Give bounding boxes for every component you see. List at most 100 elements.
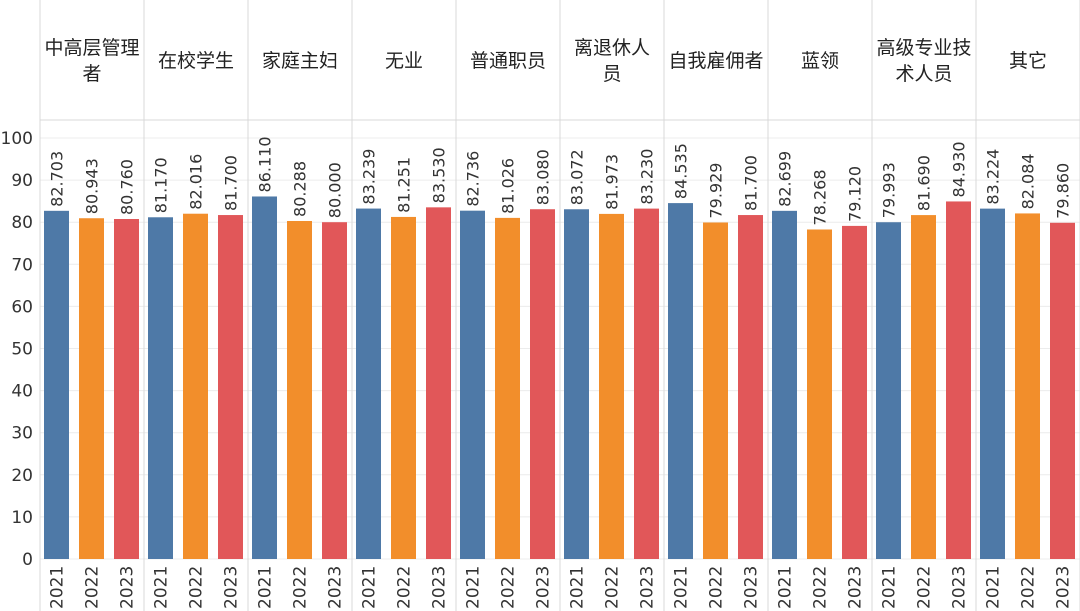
bar-value-label: 78.268 (811, 170, 830, 226)
bar-value-label: 82.736 (464, 151, 483, 207)
bar[interactable] (668, 203, 693, 559)
category-header-label: 离退休人 (574, 37, 650, 59)
y-tick-label: 50 (11, 340, 33, 360)
bar-value-label: 81.700 (222, 155, 241, 211)
x-year-label: 2023 (326, 566, 346, 609)
bar-value-label: 81.700 (742, 155, 761, 211)
x-year-label: 2022 (915, 566, 935, 609)
y-tick-label: 10 (11, 508, 33, 528)
y-tick-label: 90 (11, 171, 33, 191)
bar-value-label: 86.110 (256, 136, 275, 192)
x-year-label: 2022 (83, 566, 103, 609)
x-year-label: 2021 (984, 566, 1004, 609)
category-header-label: 员 (602, 63, 621, 85)
x-year-label: 2021 (256, 566, 276, 609)
x-year-label: 2023 (430, 566, 450, 609)
bar-value-label: 82.703 (48, 151, 67, 207)
bar[interactable] (44, 210, 69, 559)
x-year-label: 2022 (811, 566, 831, 609)
category-header-label: 术人员 (895, 63, 952, 85)
bar[interactable] (1015, 213, 1040, 559)
x-year-label: 2023 (222, 566, 242, 609)
category-header-label: 高级专业技 (876, 37, 971, 59)
bar[interactable] (114, 219, 139, 559)
x-year-label: 2023 (950, 566, 970, 609)
bar[interactable] (322, 222, 347, 559)
bar[interactable] (495, 217, 520, 559)
bar-value-label: 84.930 (950, 141, 969, 197)
bar[interactable] (460, 210, 485, 559)
bar[interactable] (911, 215, 936, 560)
x-year-label: 2022 (291, 566, 311, 609)
bar[interactable] (252, 196, 277, 559)
x-year-label: 2021 (464, 566, 484, 609)
bar[interactable] (703, 222, 728, 560)
bar[interactable] (946, 201, 971, 559)
bar[interactable] (807, 229, 832, 560)
bar[interactable] (287, 220, 312, 559)
y-tick-label: 40 (11, 382, 33, 402)
bar-value-label: 83.239 (360, 149, 379, 205)
category-header-label: 家庭主妇 (262, 50, 338, 72)
bar[interactable] (218, 215, 243, 559)
x-year-label: 2022 (1019, 566, 1039, 609)
bar[interactable] (738, 215, 763, 559)
x-year-label: 2022 (603, 566, 623, 609)
x-year-label: 2021 (776, 566, 796, 609)
bar-value-label: 79.929 (707, 163, 726, 219)
bar-value-label: 82.016 (187, 154, 206, 210)
bar-value-label: 84.535 (672, 143, 691, 199)
bar[interactable] (634, 208, 659, 560)
bar-value-label: 81.973 (603, 154, 622, 210)
bar[interactable] (842, 225, 867, 560)
y-tick-label: 70 (11, 255, 33, 275)
bar-value-label: 83.224 (984, 149, 1003, 205)
x-year-label: 2023 (846, 566, 866, 609)
bar-value-label: 81.170 (152, 157, 171, 213)
y-tick-label: 20 (11, 466, 33, 486)
category-header-label: 自我雇佣者 (668, 50, 763, 72)
bar[interactable] (183, 213, 208, 559)
bar-value-label: 82.699 (776, 151, 795, 207)
category-header-label: 者 (82, 63, 101, 85)
x-year-label: 2023 (1054, 566, 1074, 609)
bar[interactable] (530, 209, 555, 559)
x-year-label: 2021 (568, 566, 588, 609)
y-tick-label: 60 (11, 297, 33, 317)
bar[interactable] (79, 218, 104, 559)
x-year-label: 2021 (48, 566, 68, 609)
x-year-label: 2021 (152, 566, 172, 609)
bar-value-label: 83.080 (534, 149, 553, 205)
bar-value-label: 80.288 (291, 161, 310, 217)
x-year-label: 2023 (534, 566, 554, 609)
bar-value-label: 80.943 (83, 158, 102, 214)
bar[interactable] (356, 208, 381, 559)
x-year-label: 2021 (360, 566, 380, 609)
bar[interactable] (599, 213, 624, 559)
x-year-label: 2022 (499, 566, 519, 609)
category-header-label: 普通职员 (470, 50, 546, 72)
bar[interactable] (391, 216, 416, 559)
category-header-label: 无业 (385, 50, 423, 72)
bar[interactable] (772, 210, 797, 559)
category-header-label: 其它 (1009, 50, 1047, 72)
bar-value-label: 82.084 (1019, 153, 1038, 209)
bar[interactable] (876, 222, 901, 559)
bar-value-label: 83.530 (430, 147, 449, 203)
category-header-label: 在校学生 (158, 50, 234, 72)
bar-value-label: 80.760 (118, 159, 137, 215)
bar[interactable] (980, 208, 1005, 559)
bar[interactable] (148, 217, 173, 560)
bar-value-label: 79.993 (880, 162, 899, 218)
bar-value-label: 79.120 (846, 166, 865, 222)
bar[interactable] (564, 209, 589, 559)
category-header-label: 蓝领 (801, 50, 839, 72)
y-tick-label: 30 (11, 424, 33, 444)
bar-value-label: 81.251 (395, 157, 414, 213)
x-year-label: 2021 (880, 566, 900, 609)
y-tick-label: 100 (1, 129, 33, 149)
bar-value-label: 81.690 (915, 155, 934, 211)
bar[interactable] (1050, 222, 1075, 559)
bar[interactable] (426, 207, 451, 560)
bar-value-label: 80.000 (326, 162, 345, 218)
